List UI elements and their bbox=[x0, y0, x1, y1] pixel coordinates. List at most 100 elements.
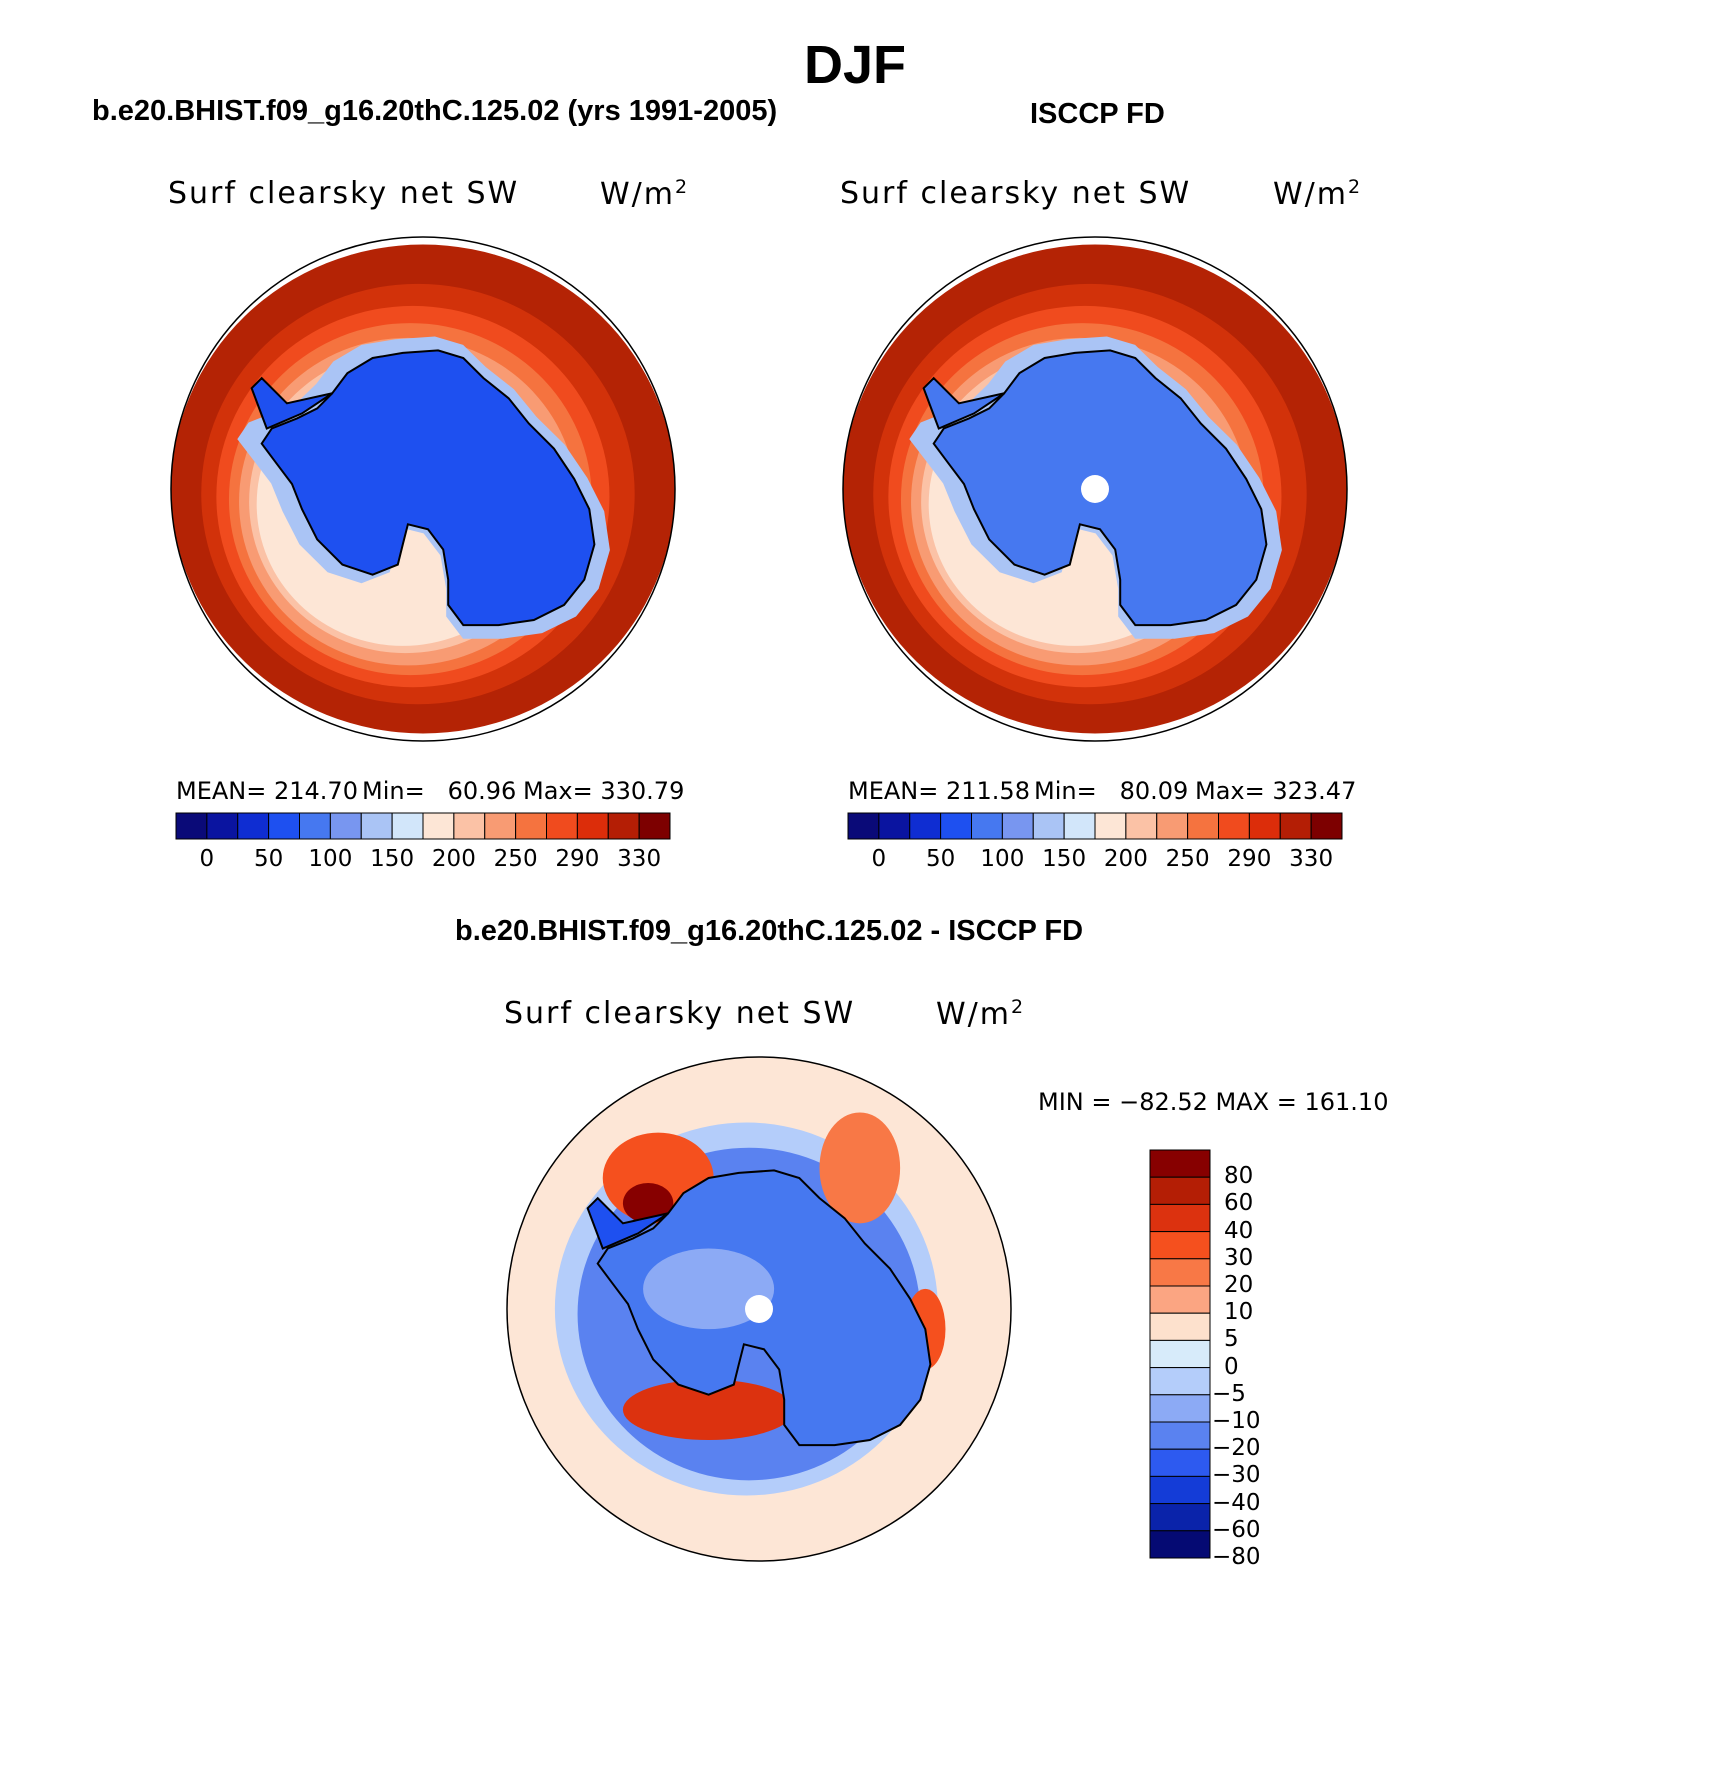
diff-colorbar-tick-label: 20 bbox=[1224, 1272, 1254, 1298]
colorbar-tick-label: 200 bbox=[431, 846, 476, 872]
diff-colorbar-swatch bbox=[1149, 1312, 1211, 1341]
colorbar-swatch bbox=[484, 812, 517, 840]
difference-polar-map bbox=[506, 1056, 1012, 1562]
diff-colorbar-tick-label: −5 bbox=[1212, 1380, 1246, 1407]
left-panel-title: b.e20.BHIST.f09_g16.20thC.125.02 (yrs 19… bbox=[92, 95, 778, 127]
left-colorbar-ticks: 0 50 100 150 200 250 290 330 bbox=[176, 846, 670, 874]
colorbar-tick-label: 330 bbox=[1289, 846, 1334, 872]
colorbar-tick-label: 290 bbox=[1227, 846, 1272, 872]
colorbar-swatch bbox=[1279, 812, 1312, 840]
colorbar-swatch bbox=[971, 812, 1003, 840]
colorbar-tick-label: 250 bbox=[493, 846, 538, 872]
right-field-label: Surf clearsky net SW bbox=[840, 176, 1192, 211]
colorbar-swatch bbox=[1218, 812, 1250, 840]
left-polar-map bbox=[170, 236, 676, 742]
colorbar-tick-label: 150 bbox=[1042, 846, 1087, 872]
left-colorbar bbox=[175, 812, 671, 840]
diff-positive-patch-3 bbox=[622, 1379, 795, 1441]
colorbar-swatch bbox=[175, 812, 208, 840]
diff-colorbar-tick-label: −80 bbox=[1212, 1544, 1261, 1570]
diff-colorbar-tick-label: 10 bbox=[1224, 1299, 1254, 1326]
difference-colorbar-ticks: 80 60 40 30 20 10 5 0 −5 −10 −20 −30 −40 −60 −80 bbox=[1212, 1150, 1278, 1570]
pole-missing-data bbox=[745, 1295, 773, 1323]
colorbar-swatch bbox=[1310, 812, 1343, 840]
right-colorbar bbox=[847, 812, 1343, 840]
right-units: W/m2 bbox=[1273, 176, 1361, 212]
colorbar-tick-label: 330 bbox=[617, 846, 662, 872]
colorbar-swatch bbox=[206, 812, 239, 840]
colorbar-tick-label: 50 bbox=[253, 846, 284, 872]
colorbar-tick-label: 290 bbox=[555, 846, 600, 872]
colorbar-swatch bbox=[1001, 812, 1034, 840]
colorbar-swatch bbox=[453, 812, 486, 840]
colorbar-swatch bbox=[329, 812, 362, 840]
colorbar-swatch bbox=[847, 812, 880, 840]
diff-colorbar-tick-label: −10 bbox=[1212, 1408, 1261, 1434]
antarctic-peninsula bbox=[586, 1196, 669, 1250]
left-field-label: Surf clearsky net SW bbox=[168, 176, 520, 211]
colorbar-swatch bbox=[940, 812, 972, 840]
left-units: W/m2 bbox=[600, 176, 688, 212]
right-colorbar-ticks: 0 50 100 150 200 250 290 330 bbox=[848, 846, 1342, 874]
colorbar-tick-label: 50 bbox=[925, 846, 956, 872]
colorbar-swatch bbox=[1187, 812, 1219, 840]
left-stats-mean: MEAN= 214.70 bbox=[176, 777, 358, 805]
colorbar-tick-label: 150 bbox=[370, 846, 415, 872]
left-stats-min: Min= 60.96 bbox=[362, 777, 517, 805]
map-boundary bbox=[170, 236, 676, 742]
diff-positive-core-1 bbox=[622, 1183, 674, 1224]
diff-colorbar-tick-label: 5 bbox=[1224, 1326, 1239, 1353]
diff-colorbar-tick-label: 80 bbox=[1224, 1163, 1254, 1190]
map-boundary bbox=[842, 236, 1348, 742]
colorbar-swatch bbox=[391, 812, 424, 840]
diff-colorbar-tick-label: 30 bbox=[1224, 1244, 1254, 1271]
diff-interior-anomaly bbox=[643, 1248, 775, 1330]
colorbar-swatch bbox=[1063, 812, 1096, 840]
antarctica-coastline bbox=[260, 349, 596, 627]
colorbar-swatch bbox=[546, 812, 578, 840]
diff-colorbar-swatch bbox=[1149, 1475, 1211, 1505]
colorbar-swatch bbox=[237, 812, 270, 840]
right-stats-max: Max= 323.47 bbox=[1195, 777, 1357, 805]
antarctic-peninsula bbox=[922, 376, 1005, 430]
diff-colorbar-swatch bbox=[1149, 1203, 1211, 1233]
main-title: DJF bbox=[803, 35, 906, 95]
colorbar-swatch bbox=[1248, 812, 1281, 840]
diff-colorbar-tick-label: 40 bbox=[1224, 1217, 1254, 1244]
diff-colorbar-tick-label: −60 bbox=[1212, 1516, 1261, 1543]
difference-colorbar bbox=[1149, 1149, 1211, 1559]
diff-colorbar-swatch bbox=[1149, 1176, 1211, 1205]
diff-positive-patch-2 bbox=[819, 1112, 901, 1224]
colorbar-tick-label: 200 bbox=[1103, 846, 1148, 872]
diff-colorbar-swatch bbox=[1149, 1149, 1211, 1178]
diff-colorbar-swatch bbox=[1149, 1421, 1211, 1450]
colorbar-tick-label: 0 bbox=[871, 846, 887, 872]
map-boundary bbox=[506, 1056, 1012, 1562]
colorbar-swatch bbox=[515, 812, 547, 840]
diff-colorbar-tick-label: −40 bbox=[1212, 1489, 1261, 1516]
colorbar-swatch bbox=[1125, 812, 1158, 840]
right-panel-title: ISCCP FD bbox=[1030, 98, 1165, 130]
colorbar-swatch bbox=[638, 812, 671, 840]
right-stats-min: Min= 80.09 bbox=[1034, 777, 1189, 805]
antarctic-peninsula bbox=[250, 376, 333, 430]
diff-colorbar-tick-label: −30 bbox=[1212, 1462, 1261, 1489]
colorbar-swatch bbox=[268, 812, 300, 840]
diff-colorbar-swatch bbox=[1149, 1503, 1211, 1532]
diff-colorbar-swatch bbox=[1149, 1339, 1211, 1369]
right-polar-map bbox=[842, 236, 1348, 742]
colorbar-swatch bbox=[1032, 812, 1065, 840]
colorbar-tick-label: 250 bbox=[1165, 846, 1210, 872]
diff-colorbar-tick-label: −20 bbox=[1212, 1435, 1261, 1462]
colorbar-tick-label: 100 bbox=[308, 846, 353, 872]
colorbar-tick-label: 100 bbox=[980, 846, 1025, 872]
colorbar-swatch bbox=[909, 812, 942, 840]
diff-colorbar-tick-label: 60 bbox=[1224, 1190, 1254, 1217]
diff-colorbar-swatch bbox=[1149, 1285, 1211, 1314]
colorbar-swatch bbox=[299, 812, 331, 840]
colorbar-swatch bbox=[1156, 812, 1189, 840]
diff-panel-title: b.e20.BHIST.f09_g16.20thC.125.02 - ISCCP… bbox=[455, 915, 1084, 947]
diff-minmax: MIN = −82.52 MAX = 161.10 bbox=[1038, 1088, 1389, 1116]
diff-colorbar-swatch bbox=[1149, 1367, 1211, 1396]
diff-colorbar-swatch bbox=[1149, 1231, 1211, 1260]
